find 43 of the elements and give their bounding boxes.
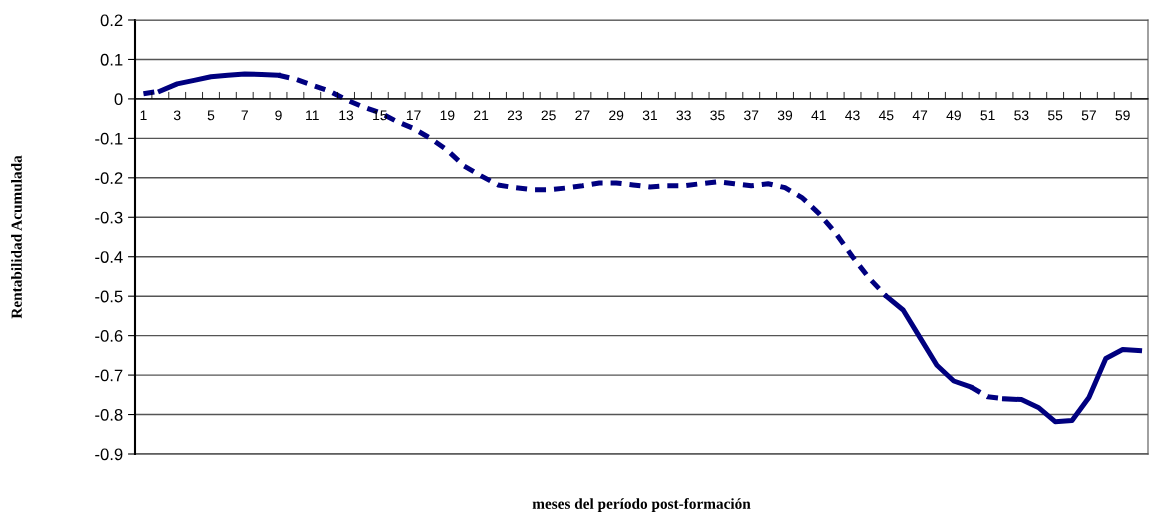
y-tick-label: 0.2 [100, 14, 123, 27]
y-tick-label: 0.1 [100, 53, 123, 66]
x-tick-label: 43 [845, 110, 860, 121]
x-tick-label: 55 [1047, 110, 1063, 121]
y-tick-label: -0.2 [95, 172, 123, 185]
x-tick-label: 51 [980, 110, 995, 121]
x-tick-label: 53 [1014, 110, 1029, 121]
x-tick-label: 5 [207, 110, 215, 121]
y-tick-label: -0.6 [95, 330, 123, 342]
y-tick-label: -0.7 [95, 369, 123, 382]
y-tick-label: 0 [114, 93, 123, 106]
x-tick-label: 45 [878, 110, 894, 121]
x-tick-label: 41 [811, 110, 826, 121]
x-tick-label: 11 [306, 110, 319, 121]
x-tick-label: 57 [1081, 110, 1096, 121]
x-tick-label: 17 [406, 110, 421, 121]
y-tick-label: -0.8 [95, 408, 123, 421]
x-tick-label: 23 [507, 110, 522, 121]
y-tick-label: -0.5 [95, 290, 123, 303]
x-tick-label: 33 [676, 110, 691, 121]
y-tick-label: -0.4 [95, 251, 123, 263]
x-tick-label: 25 [541, 110, 556, 121]
x-tick-label: 3 [173, 110, 181, 121]
y-tick-label: -0.9 [95, 448, 123, 461]
x-tick-label: 59 [1115, 110, 1130, 121]
x-tick-label: 9 [275, 110, 282, 121]
x-tick-label: 27 [575, 110, 590, 121]
x-tick-label: 31 [642, 110, 657, 121]
x-tick-label: 1 [140, 110, 147, 121]
x-tick-label: 47 [912, 110, 928, 121]
x-tick-label: 35 [710, 110, 725, 121]
x-tick-label: 29 [609, 110, 624, 121]
x-tick-label: 21 [474, 110, 489, 121]
x-tick-label: 37 [744, 110, 759, 121]
x-tick-label: 7 [241, 110, 248, 121]
y-axis-title: Rentabilidad Acumulada [11, 155, 22, 319]
y-tick-label: -0.3 [95, 211, 123, 224]
x-tick-label: 39 [777, 110, 793, 121]
x-tick-label: 19 [440, 110, 455, 121]
x-tick-label: 13 [339, 110, 354, 121]
y-tick-label: -0.1 [95, 132, 123, 145]
x-axis-title: meses del período post-formación [532, 497, 751, 513]
x-tick-label: 49 [946, 110, 961, 121]
